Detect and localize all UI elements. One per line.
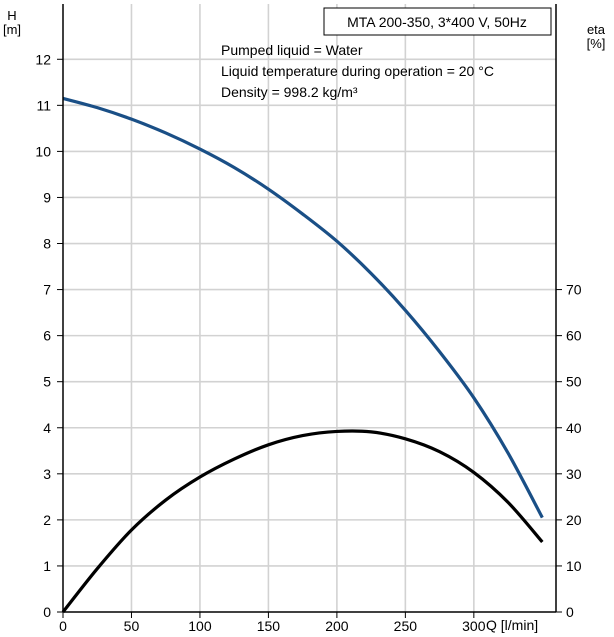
y-tick-label-left: 3 <box>43 466 51 482</box>
y-axis-label-left-title: H <box>7 8 16 23</box>
x-tick-label: 150 <box>257 618 281 634</box>
series-layer <box>61 96 544 613</box>
x-axis-label: Q [l/min] <box>486 617 538 633</box>
annotation-liquid: Pumped liquid = Water <box>221 42 363 58</box>
y-tick-label-left: 0 <box>43 604 51 620</box>
tick-labels: 0 50 100 150 200 250 3000123456789101112010203… <box>35 51 581 634</box>
y-tick-label-right: 50 <box>566 374 582 390</box>
x-tick-label: 200 <box>325 618 349 634</box>
y-tick-label-right: 30 <box>566 466 582 482</box>
y-tick-label-left: 8 <box>43 236 51 252</box>
y-tick-label-right: 40 <box>566 420 582 436</box>
y-tick-label-left: 6 <box>43 328 51 344</box>
y-tick-label-right: 70 <box>566 282 582 298</box>
y-axis-label-right-title: eta <box>587 22 606 37</box>
y-tick-label-right: 0 <box>566 604 574 620</box>
chart-title: MTA 200-350, 3*400 V, 50Hz <box>347 14 527 30</box>
grid <box>63 4 556 612</box>
x-tick-label: 50 <box>124 618 140 634</box>
y-tick-label-left: 10 <box>35 143 51 159</box>
series-line-efficiency <box>61 429 544 613</box>
y-tick-label-left: 2 <box>43 512 51 528</box>
title-box <box>323 7 552 36</box>
annotation-temperature: Liquid temperature during operation = 20… <box>221 63 494 79</box>
y-tick-label-right: 60 <box>566 328 582 344</box>
x-tick-label: 0 <box>59 618 67 634</box>
y-tick-label-left: 4 <box>43 420 51 436</box>
x-tick-label: 300 <box>462 618 486 634</box>
y-tick-label-left: 5 <box>43 374 51 390</box>
annotation-density: Density = 998.2 kg/m³ <box>221 84 358 100</box>
y-tick-label-left: 9 <box>43 189 51 205</box>
y-axis-label-left-unit: [m] <box>3 22 21 37</box>
y-tick-label-left: 7 <box>43 282 51 298</box>
y-tick-label-left: 12 <box>35 51 51 67</box>
x-tick-label: 100 <box>188 618 212 634</box>
y-tick-label-right: 20 <box>566 512 582 528</box>
y-axis-label-right-unit: [%] <box>587 36 606 51</box>
series-line-head <box>62 96 544 519</box>
y-tick-label-left: 11 <box>36 97 51 113</box>
y-tick-label-left: 1 <box>43 558 51 574</box>
x-tick-label: 250 <box>394 618 418 634</box>
axes <box>57 4 562 618</box>
y-tick-label-right: 10 <box>566 558 582 574</box>
